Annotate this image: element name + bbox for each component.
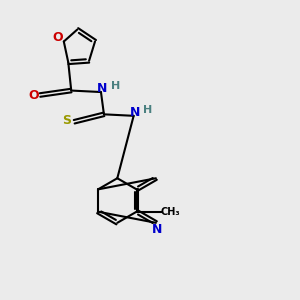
Text: CH₃: CH₃: [160, 207, 180, 217]
Text: O: O: [52, 32, 63, 44]
Text: S: S: [62, 114, 71, 127]
Text: O: O: [28, 88, 39, 101]
Text: H: H: [143, 105, 152, 115]
Text: N: N: [152, 223, 163, 236]
Text: H: H: [111, 81, 120, 91]
Text: N: N: [97, 82, 108, 95]
Text: N: N: [130, 106, 140, 119]
